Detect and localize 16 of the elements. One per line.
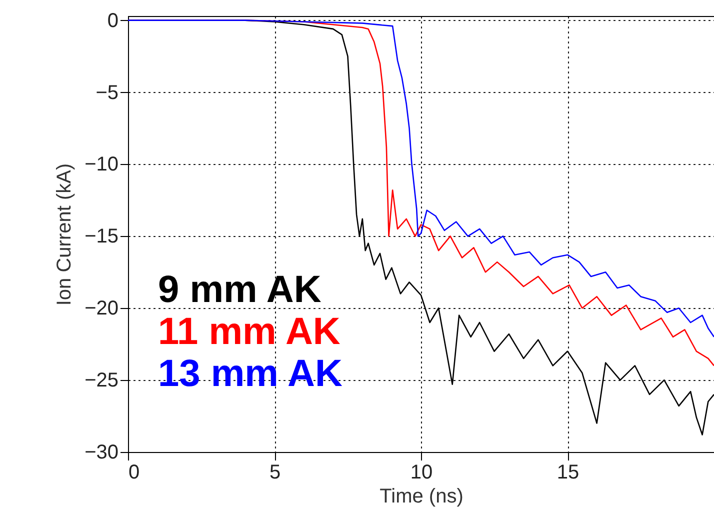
text: 13 mm AK <box>158 353 343 395</box>
x-axis-title: Time (ns) <box>380 486 464 508</box>
y-tick-label: 0 <box>107 10 118 32</box>
text: 11 mm AK <box>158 311 341 353</box>
x-tick-label: 0 <box>128 462 140 484</box>
y-axis-title: Ion Current (kA) <box>54 163 76 306</box>
y-tick-label: −5 <box>96 82 118 104</box>
y-tick-label: −25 <box>84 370 118 392</box>
x-tick-label: 10 <box>410 462 433 484</box>
y-tick-label: −15 <box>84 226 118 248</box>
y-tick-label: −20 <box>84 298 118 320</box>
y-tick-label: −30 <box>84 442 118 464</box>
x-tick-label: 5 <box>269 462 281 484</box>
y-tick-label: −10 <box>84 154 118 176</box>
series-label: 9 mm AK <box>158 269 322 311</box>
x-tick-label: 15 <box>556 462 580 484</box>
